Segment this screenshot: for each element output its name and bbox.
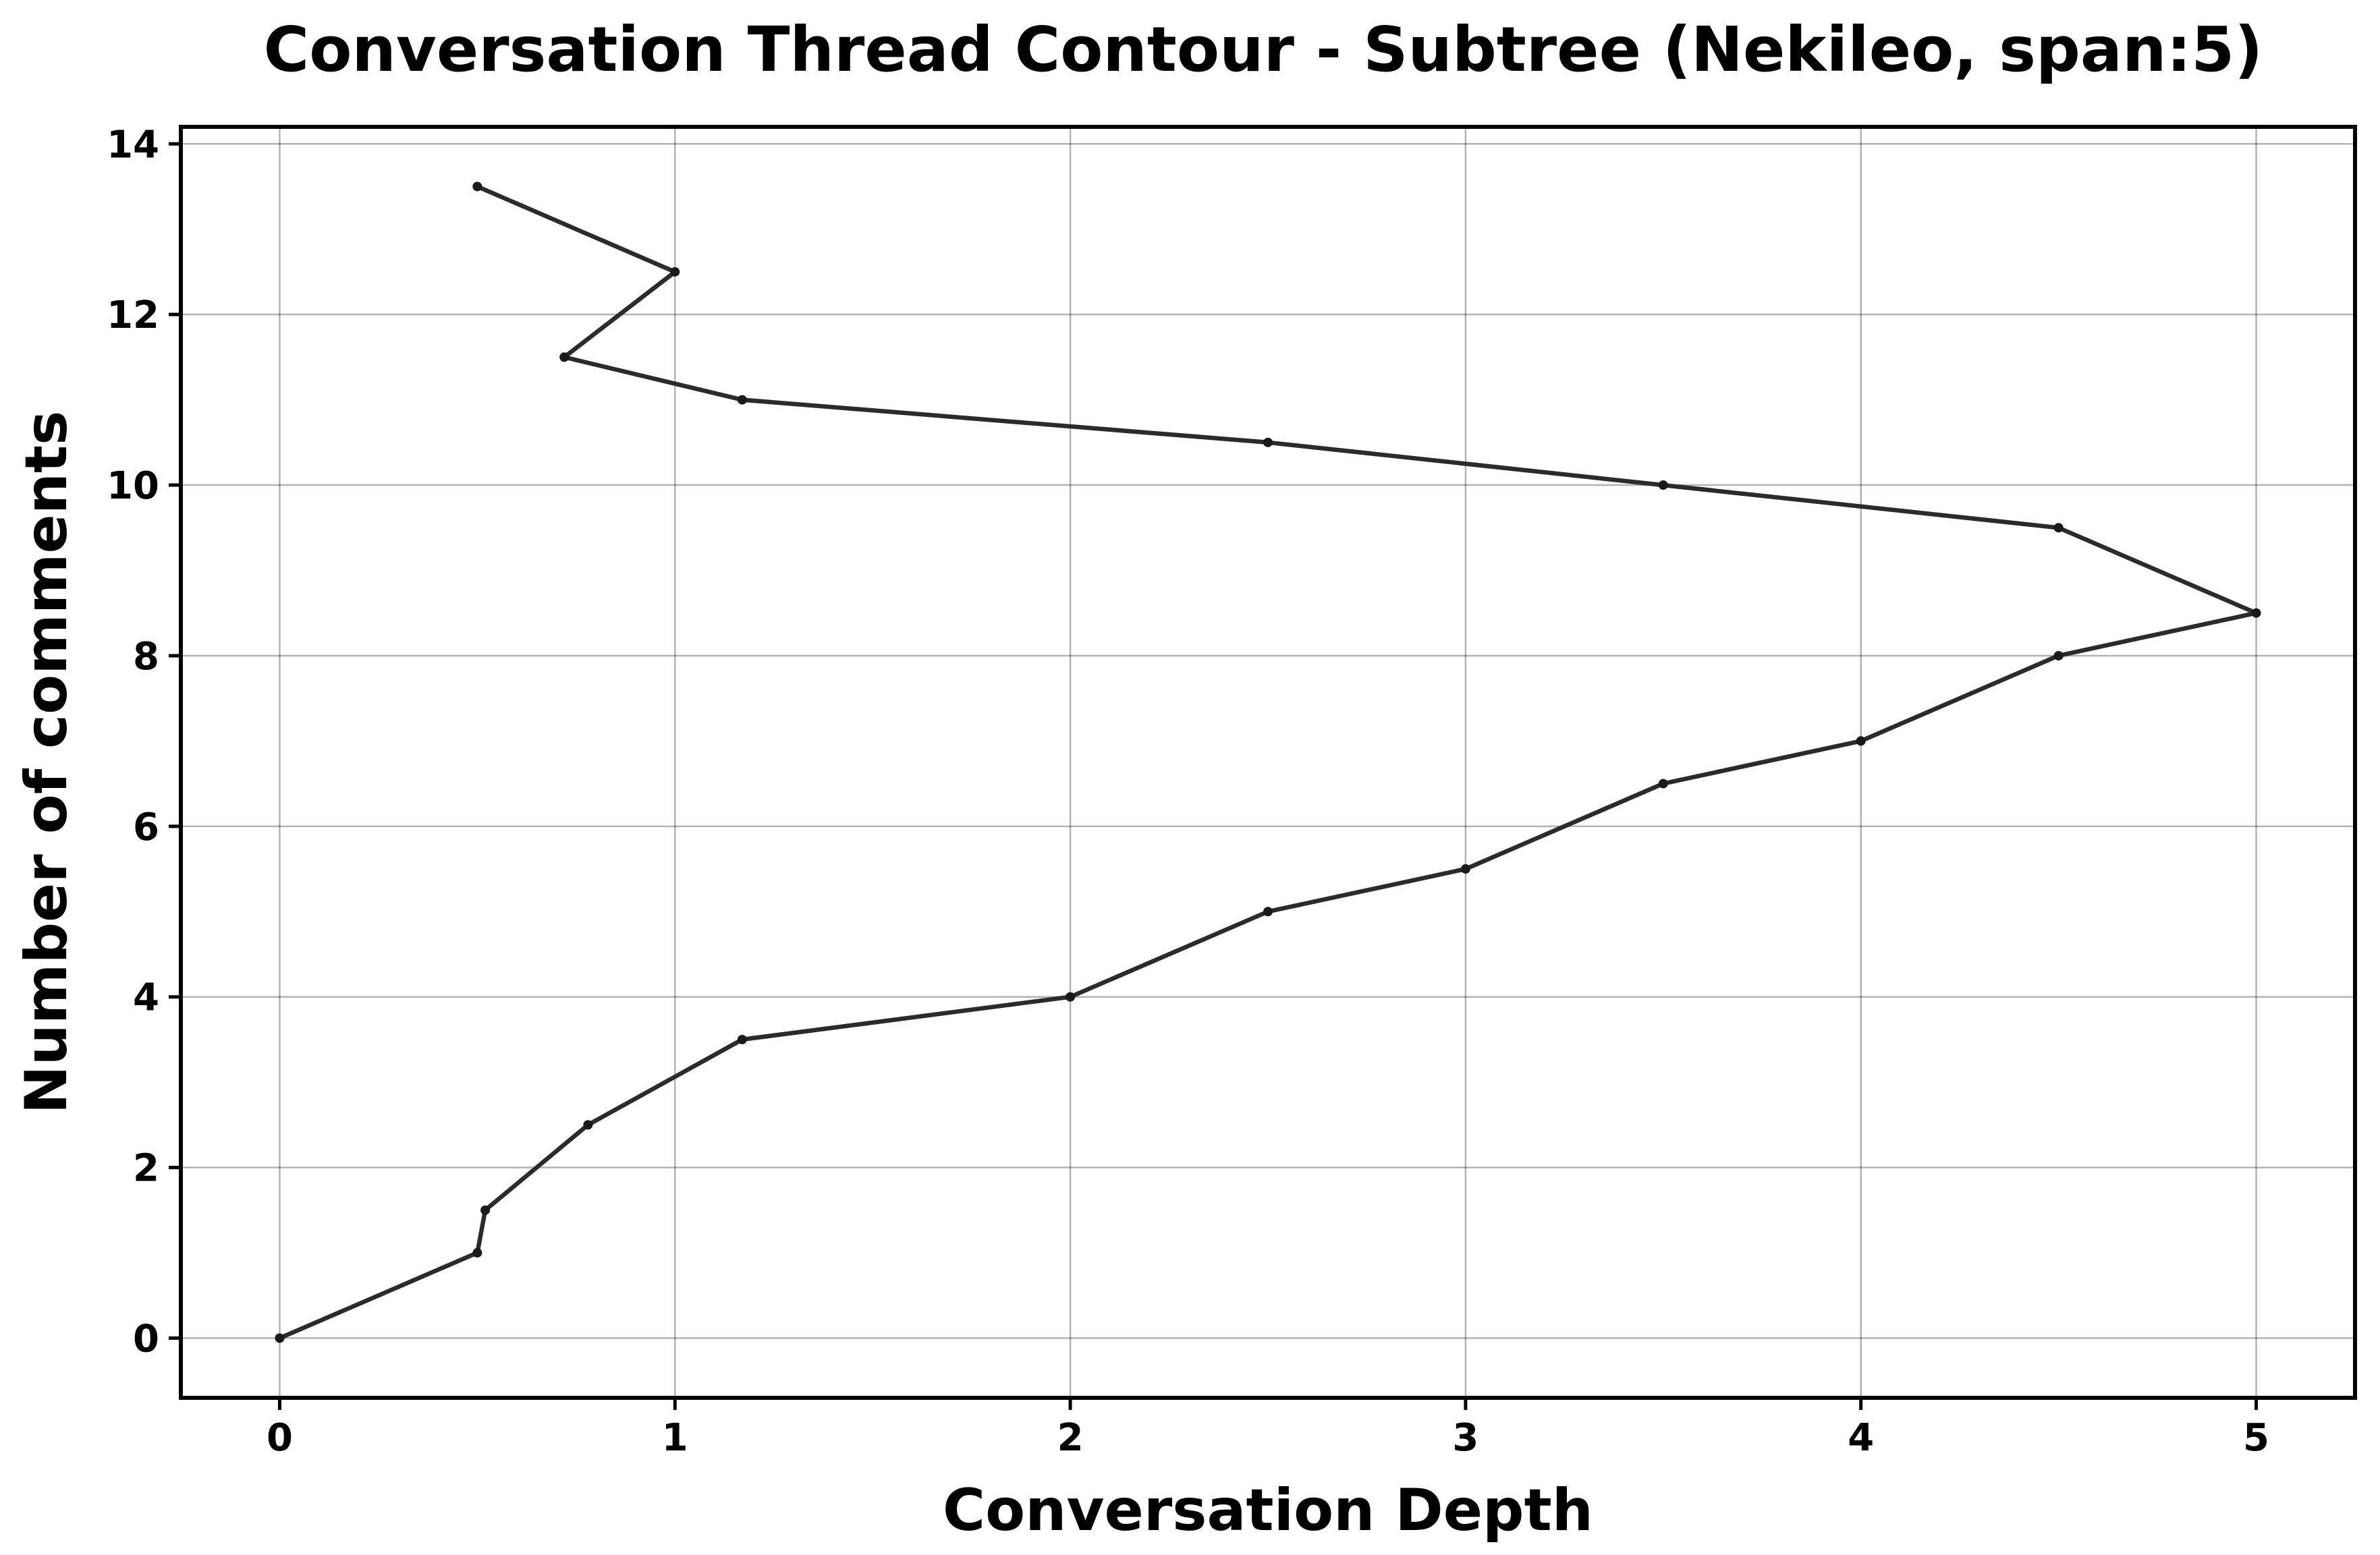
x-axis-label: Conversation Depth	[943, 1477, 1593, 1544]
y-tick-label: 0	[133, 1317, 159, 1361]
series-group	[275, 181, 2261, 1343]
x-tick-label: 4	[1848, 1416, 1874, 1460]
y-tick-label: 12	[107, 293, 159, 337]
data-point	[472, 1248, 482, 1258]
x-tick-label: 2	[1057, 1416, 1084, 1460]
y-tick-label: 4	[133, 976, 159, 1020]
x-tick-label: 1	[662, 1416, 688, 1460]
y-tick-label: 8	[133, 635, 159, 679]
x-tick-label: 0	[267, 1416, 293, 1460]
data-point	[1263, 907, 1273, 917]
data-point	[480, 1205, 491, 1215]
x-tick-label: 3	[1452, 1416, 1478, 1460]
data-point	[1856, 736, 1866, 746]
data-point	[1658, 480, 1668, 490]
data-point	[559, 352, 570, 362]
y-tick-label: 6	[133, 805, 159, 849]
series-line	[277, 184, 2259, 1340]
data-point	[737, 395, 747, 405]
y-tick-label: 10	[107, 464, 159, 508]
chart-title: Conversation Thread Contour - Subtree (N…	[264, 13, 2263, 86]
data-point	[2251, 608, 2261, 618]
data-point	[1460, 864, 1470, 874]
y-axis-label: Number of comments	[13, 411, 80, 1114]
data-point	[275, 1333, 285, 1343]
data-point	[472, 181, 482, 192]
grid	[181, 127, 2355, 1398]
data-point	[1658, 779, 1668, 789]
data-point	[2053, 650, 2064, 660]
data-point	[583, 1120, 593, 1130]
data-point	[670, 266, 680, 277]
y-tick-label: 14	[107, 123, 159, 167]
data-point	[2053, 523, 2064, 533]
plot-area	[179, 125, 2357, 1400]
y-tick-label: 2	[133, 1147, 159, 1191]
data-point	[737, 1034, 747, 1044]
x-tick-label: 5	[2243, 1416, 2269, 1460]
data-point	[1263, 437, 1273, 447]
data-point	[1066, 992, 1076, 1002]
